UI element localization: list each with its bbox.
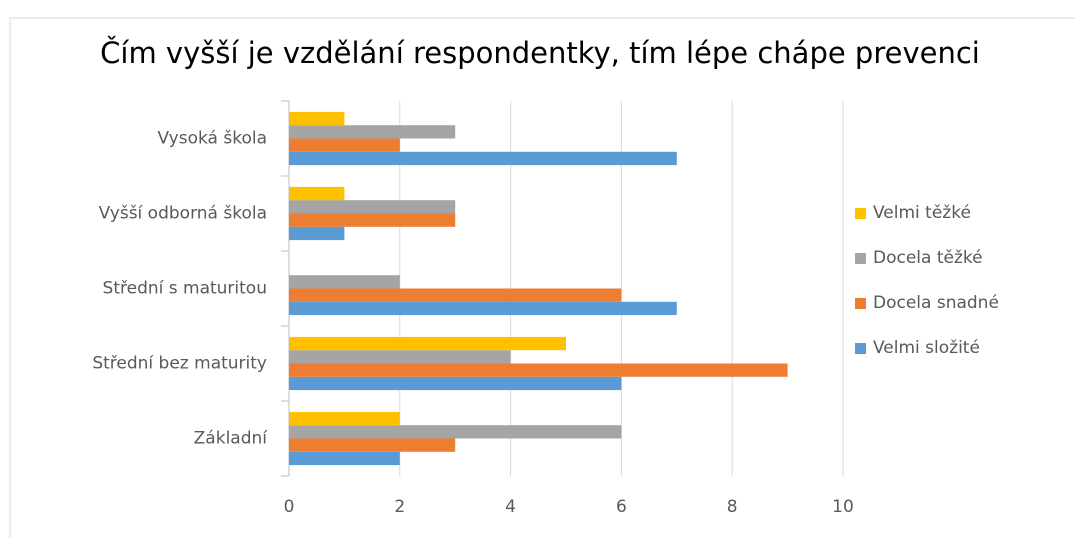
- legend-label: Docela těžké: [873, 248, 983, 268]
- bar: [289, 226, 345, 241]
- bar: [289, 288, 622, 302]
- x-tick-label: 4: [505, 497, 516, 517]
- legend-label: Velmi složité: [873, 338, 980, 358]
- bar: [289, 336, 566, 351]
- bar: [289, 200, 456, 214]
- y-tick-label: Vysoká škola: [158, 129, 268, 149]
- bar: [289, 425, 622, 439]
- bar: [289, 350, 511, 364]
- bar: [289, 125, 456, 139]
- bar: [289, 363, 788, 377]
- bar: [289, 438, 456, 452]
- legend-swatch: [855, 298, 866, 309]
- bar: [289, 151, 677, 166]
- x-tick-label: 8: [727, 497, 738, 517]
- legend-swatch: [855, 208, 866, 219]
- legend-swatch: [855, 343, 866, 354]
- bar: [289, 186, 345, 201]
- bar: [289, 451, 400, 466]
- bar: [289, 213, 456, 227]
- bar: [289, 138, 400, 152]
- x-tick-label: 6: [616, 497, 627, 517]
- legend-label: Docela snadné: [873, 293, 999, 313]
- legend-swatch: [855, 253, 866, 264]
- bar: [289, 411, 400, 426]
- bar: [289, 376, 622, 391]
- x-tick-label: 10: [832, 497, 854, 517]
- chart-title: Čím vyšší je vzdělání respondentky, tím …: [100, 36, 980, 70]
- y-tick-label: Vyšší odborná škola: [99, 204, 267, 224]
- y-tick-label: Střední s maturitou: [103, 279, 267, 299]
- bar: [289, 275, 400, 289]
- y-tick-label: Střední bez maturity: [92, 354, 267, 374]
- legend-label: Velmi těžké: [873, 203, 971, 223]
- y-tick-label: Základní: [194, 429, 269, 449]
- x-tick-label: 2: [394, 497, 405, 517]
- bar: [289, 111, 345, 126]
- chart-frame: [9, 17, 1075, 538]
- bar: [289, 301, 677, 316]
- x-tick-label: 0: [284, 497, 295, 517]
